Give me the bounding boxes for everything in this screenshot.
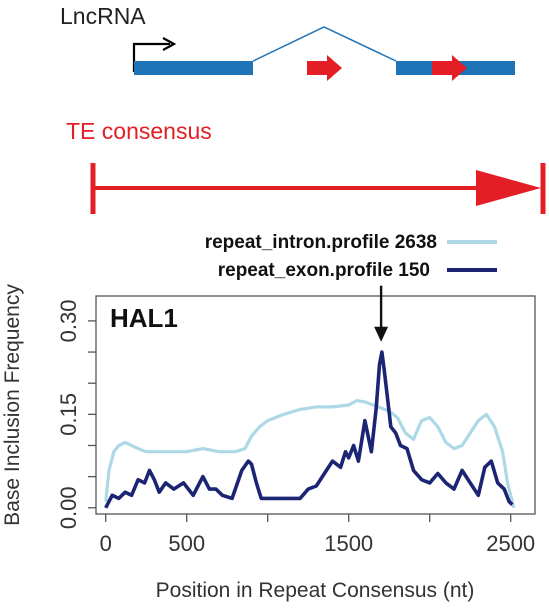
x-axis-title: Position in Repeat Consensus (nt) [156, 579, 475, 602]
x-tick-label: 0 [100, 531, 112, 556]
legend: repeat_intron.profile 2638 repeat_exon.p… [205, 232, 497, 281]
y-axis: 0.00 0.15 0.30 [56, 300, 96, 529]
te-consensus-schematic: TE consensus [66, 118, 546, 214]
lncrna-schematic: LncRNA [60, 3, 515, 81]
y-axis-title: Base Inclusion Frequency [1, 284, 24, 526]
plot-frame [95, 295, 536, 515]
y-tick-label: 0.00 [56, 486, 81, 529]
legend-label-intron: repeat_intron.profile 2638 [205, 232, 437, 253]
series-layer [104, 350, 516, 509]
series-line-exon [104, 350, 514, 509]
te-arrowhead-icon [476, 170, 541, 206]
legend-entry-exon: repeat_exon.profile 150 [218, 260, 497, 281]
x-tick-label: 2500 [486, 531, 535, 556]
y-tick-label: 0.15 [56, 393, 81, 436]
legend-label-exon: repeat_exon.profile 150 [218, 260, 430, 281]
exon-1-block [134, 61, 253, 75]
peak-annotation [374, 285, 389, 342]
y-tick-label: 0.30 [56, 300, 81, 343]
panel-label: HAL1 [110, 303, 178, 333]
intron-line [252, 26, 397, 62]
legend-entry-intron: repeat_intron.profile 2638 [205, 232, 497, 253]
profile-plot: HAL1 0 500 1500 2500 0.00 0.15 0.30 [56, 285, 536, 556]
series-line-intron [104, 399, 516, 509]
x-axis: 0 500 1500 2500 [100, 514, 535, 556]
lncrna-label: LncRNA [60, 3, 146, 29]
te-fragment-exon-arrow-icon [432, 55, 467, 81]
te-consensus-label: TE consensus [66, 118, 212, 144]
x-tick-label: 500 [168, 531, 205, 556]
peak-arrow-icon [374, 326, 389, 342]
x-tick-label: 1500 [324, 531, 373, 556]
te-fragment-intron-arrow-icon [307, 55, 342, 81]
